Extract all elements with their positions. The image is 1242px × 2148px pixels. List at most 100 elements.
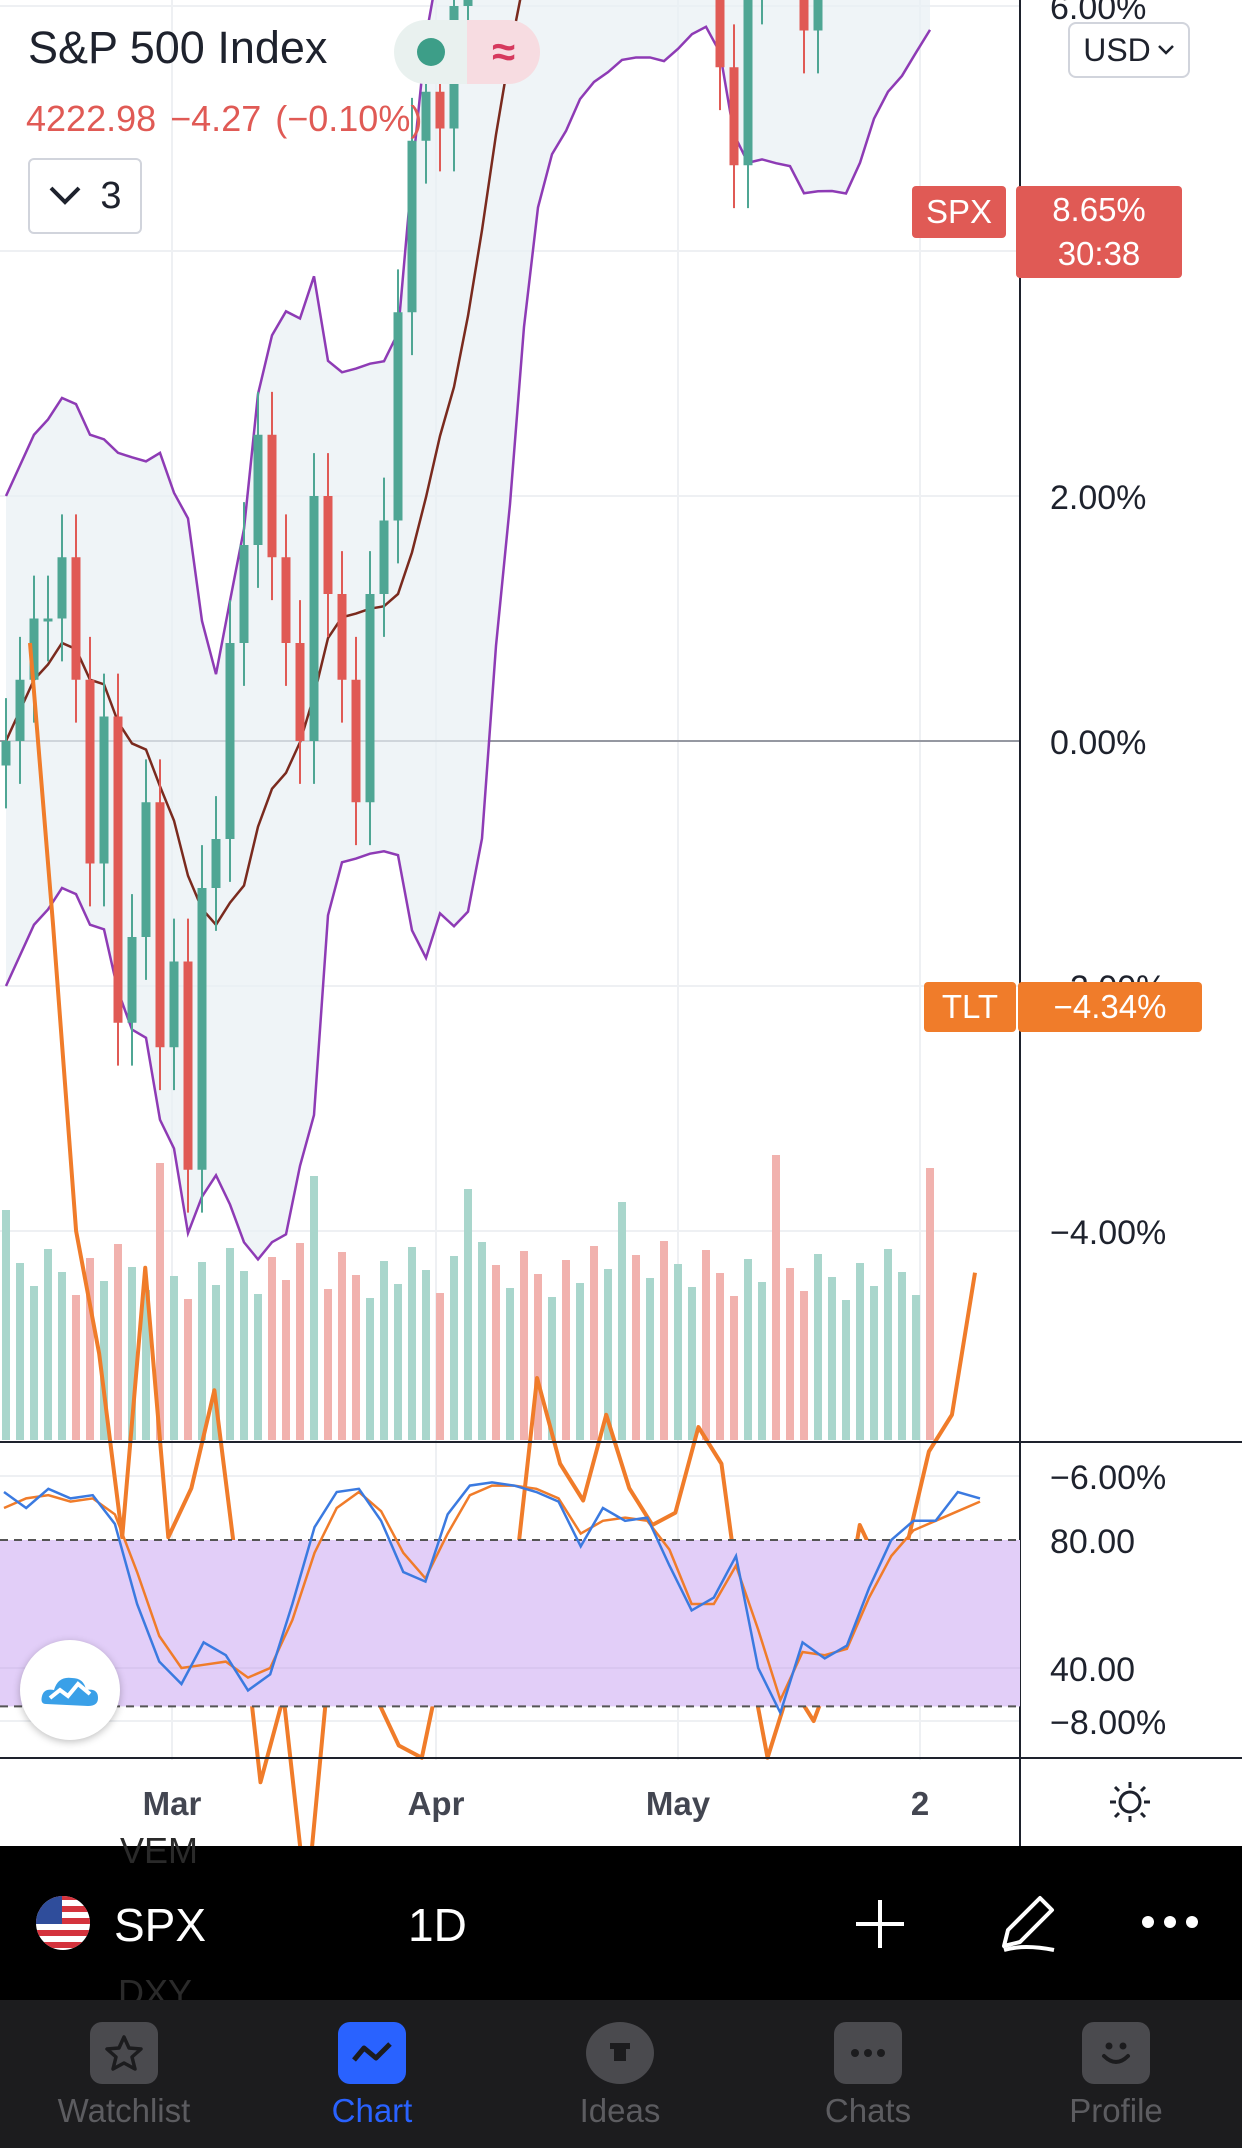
price-change-percent: (−0.10%)	[275, 98, 423, 139]
tab-bar: Watchlist Chart Ideas Chats Profile	[0, 2000, 1242, 2148]
volume-bar	[394, 1284, 402, 1440]
volume-bar	[688, 1287, 696, 1440]
add-icon[interactable]	[852, 1896, 908, 1952]
candle-body	[799, 0, 809, 31]
tradingview-logo-icon[interactable]	[20, 1640, 120, 1740]
volume-bar	[730, 1296, 738, 1440]
volume-bar	[380, 1261, 388, 1440]
volume-bar	[310, 1176, 318, 1440]
candle-body	[57, 557, 67, 619]
spx-value-tag: 8.65% 30:38	[1016, 186, 1182, 278]
currency-selector[interactable]: USD	[1068, 22, 1190, 78]
stochastic-band	[0, 1540, 1020, 1707]
candle-body	[715, 0, 725, 68]
volume-bar	[436, 1293, 444, 1440]
candle-body	[281, 557, 291, 643]
volume-bar	[268, 1257, 276, 1440]
tlt-symbol-tag: TLT	[924, 982, 1016, 1032]
volume-bar	[478, 1242, 486, 1440]
tab-chats[interactable]: Chats	[768, 2022, 968, 2130]
volume-bar	[660, 1241, 668, 1440]
indicators-collapse-button[interactable]: 3	[28, 158, 142, 234]
volume-bar	[632, 1255, 640, 1440]
price-axis-tick: −8.00%	[1050, 1704, 1166, 1742]
volume-bar	[534, 1274, 542, 1440]
candle-body	[127, 937, 137, 1023]
bollinger-fill	[6, 0, 930, 1260]
candle-body	[323, 496, 333, 594]
volume-bar	[562, 1260, 570, 1440]
candle-body	[71, 557, 81, 680]
chart-style-toggle[interactable]: ≈	[394, 20, 540, 84]
volume-bar	[800, 1291, 808, 1440]
volume-bar	[114, 1244, 122, 1440]
chevron-down-icon	[50, 186, 81, 205]
candle-body	[197, 888, 207, 1170]
candle-body	[155, 802, 165, 1048]
candle-body	[393, 312, 403, 521]
volume-bar	[72, 1295, 80, 1440]
candle-body	[295, 643, 305, 741]
chart-canvas[interactable]: 12.00%10.00%8.00%6.00%4.00%2.00%0.00%−2.…	[0, 0, 1242, 1846]
candle-body	[113, 716, 123, 1023]
lightbulb-icon	[586, 2022, 654, 2084]
candle-body	[729, 67, 739, 166]
toggle-compare-option[interactable]: ≈	[467, 20, 540, 84]
candle-body	[211, 839, 221, 888]
volume-bar	[828, 1277, 836, 1440]
volume-bar	[744, 1259, 752, 1440]
stochastic-axis-tick: 80.00	[1050, 1523, 1135, 1561]
tab-label: Watchlist	[57, 2092, 191, 2129]
candle-body	[743, 0, 753, 166]
volume-bar	[352, 1275, 360, 1440]
candle-body	[99, 716, 109, 864]
volume-bar	[674, 1264, 682, 1440]
tab-profile[interactable]: Profile	[1016, 2022, 1216, 2130]
price-axis-tick: −4.00%	[1050, 1214, 1166, 1252]
volume-bar	[450, 1256, 458, 1440]
spx-tag-label: SPX	[925, 193, 993, 230]
volume-bar	[30, 1286, 38, 1440]
tab-label: Profile	[1069, 2092, 1163, 2129]
volume-bar	[520, 1251, 528, 1440]
price-axis-tick: 2.00%	[1050, 479, 1146, 517]
volume-bar	[142, 1290, 150, 1440]
volume-bar	[240, 1271, 248, 1440]
interval-selector[interactable]: 1D	[408, 1899, 467, 1951]
candle-body	[379, 520, 389, 594]
toggle-status-option[interactable]	[394, 20, 467, 84]
toolbar-symbol[interactable]: SPX	[114, 1899, 207, 1951]
smiley-icon	[1082, 2022, 1150, 2084]
more-icon[interactable]	[1140, 1914, 1200, 1930]
volume-bar	[2, 1210, 10, 1440]
stochastic-axis-tick: 40.00	[1050, 1651, 1135, 1689]
volume-bar	[604, 1269, 612, 1440]
compare-wave-icon: ≈	[491, 28, 516, 75]
bollinger-upper-line	[4, 0, 434, 675]
tlt-value-tag: −4.34%	[1018, 982, 1202, 1032]
stochastic-k-line	[3, 1481, 981, 1717]
symbol-title[interactable]: S&P 500 Index	[28, 22, 328, 73]
tab-ideas[interactable]: Ideas	[520, 2022, 720, 2130]
bar-countdown: 30:38	[1057, 235, 1141, 272]
chat-bubble-icon	[834, 2022, 902, 2084]
candle-body	[15, 679, 25, 741]
volume-bar	[576, 1283, 584, 1440]
volume-bar	[814, 1254, 822, 1440]
tab-chart[interactable]: Chart	[272, 2022, 472, 2130]
candle-body	[239, 545, 249, 643]
candle-body	[169, 961, 179, 1048]
tab-watchlist[interactable]: Watchlist	[24, 2022, 224, 2130]
price-axis-tick: −6.00%	[1050, 1459, 1166, 1497]
tlt-tag-label: TLT	[941, 988, 999, 1025]
volume-bar	[212, 1285, 220, 1440]
pencil-icon[interactable]	[994, 1890, 1060, 1956]
volume-bar	[464, 1189, 472, 1440]
candle-body	[337, 594, 347, 680]
status-dot-icon	[416, 38, 445, 66]
ghost-watchlist-item: VEM	[120, 1830, 199, 1871]
price-readout: 4222.98 −4.27 (−0.10%)	[26, 98, 436, 140]
chevron-down-icon	[1157, 45, 1174, 55]
volume-bar	[492, 1265, 500, 1440]
sun-icon[interactable]	[1108, 1780, 1152, 1824]
